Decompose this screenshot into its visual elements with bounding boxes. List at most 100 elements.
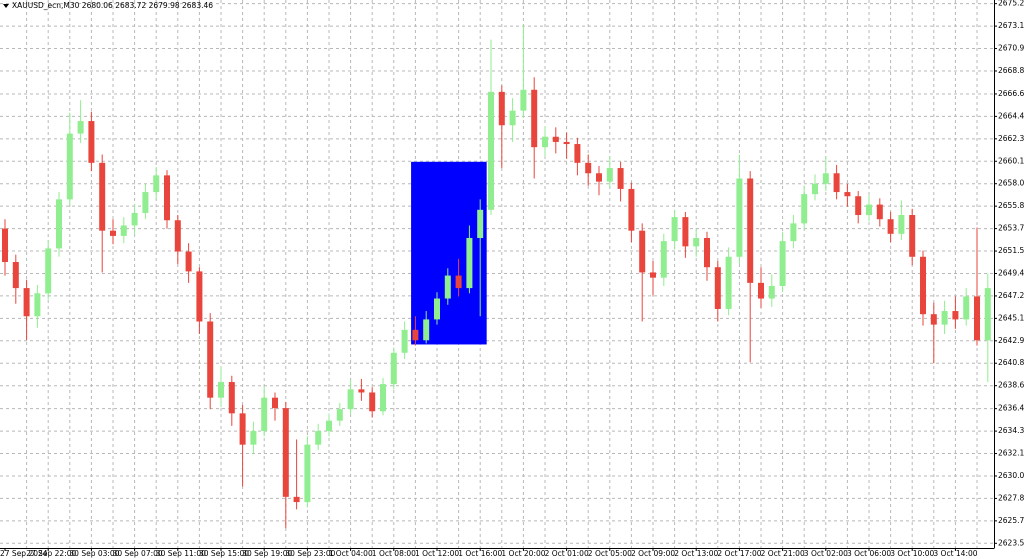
y-tick-label: 2634.30 bbox=[998, 426, 1024, 435]
x-tick-label: 27 Sep 22:00 bbox=[26, 549, 76, 558]
candle-body bbox=[714, 267, 721, 309]
y-tick-label: 2627.85 bbox=[998, 493, 1024, 502]
candle-body bbox=[660, 241, 667, 278]
candle-body bbox=[174, 220, 181, 252]
y-tick-label: 2638.65 bbox=[998, 381, 1024, 390]
y-tick-label: 2649.40 bbox=[998, 268, 1024, 277]
x-tick-label: 30 Sep 11:00 bbox=[156, 549, 206, 558]
candle-body bbox=[563, 141, 570, 145]
x-tick-label: 2 Oct 05:00 bbox=[588, 549, 632, 558]
candle-body bbox=[142, 192, 149, 213]
candle-body bbox=[574, 144, 581, 163]
x-tick-label: 3 Oct 10:00 bbox=[890, 549, 934, 558]
x-tick-label: 2 Oct 01:00 bbox=[545, 549, 589, 558]
candle-body bbox=[239, 413, 246, 445]
candle-body bbox=[336, 409, 343, 421]
candle-body bbox=[380, 384, 386, 412]
candle-body bbox=[401, 329, 408, 353]
x-tick-label: 30 Sep 23:00 bbox=[285, 549, 335, 558]
y-tick-label: 2625.70 bbox=[998, 516, 1024, 525]
candle-body bbox=[272, 397, 278, 409]
y-tick-label: 2655.85 bbox=[998, 201, 1024, 210]
candle-body bbox=[304, 444, 311, 503]
candle-body bbox=[250, 431, 257, 445]
y-tick-label: 2670.95 bbox=[998, 44, 1024, 53]
x-tick-label: 2 Oct 17:00 bbox=[717, 549, 761, 558]
y-tick-label: 2636.45 bbox=[998, 404, 1024, 413]
candle-body bbox=[725, 256, 732, 309]
candle-body bbox=[23, 288, 30, 317]
y-tick-label: 2640.80 bbox=[998, 358, 1024, 367]
candle-body bbox=[196, 271, 203, 322]
candle-body bbox=[801, 194, 808, 224]
candle-body bbox=[952, 311, 959, 320]
candle-body bbox=[920, 256, 926, 315]
candle-body bbox=[498, 91, 505, 126]
x-tick-label: 30 Sep 03:00 bbox=[69, 549, 119, 558]
candle-body bbox=[347, 389, 354, 410]
y-tick-label: 2653.70 bbox=[998, 224, 1024, 233]
candle-body bbox=[520, 89, 527, 111]
x-tick-label: 2 Oct 09:00 bbox=[631, 549, 675, 558]
candle-body bbox=[466, 237, 473, 289]
candle-body bbox=[596, 173, 602, 182]
candle-body bbox=[358, 389, 365, 393]
candle-body bbox=[218, 382, 224, 398]
y-tick-label: 2662.30 bbox=[998, 134, 1024, 143]
candle-body bbox=[909, 215, 916, 257]
candle-body bbox=[531, 89, 538, 148]
x-tick-label: 1 Oct 20:00 bbox=[501, 549, 545, 558]
candle-body bbox=[2, 228, 8, 262]
candles bbox=[2, 25, 991, 529]
candle-body bbox=[110, 230, 116, 236]
candle-body bbox=[434, 298, 440, 320]
candle-body bbox=[477, 209, 484, 238]
chart-title: XAUUSD_ecn,M30 2680.06 2683.72 2679.98 2… bbox=[12, 1, 213, 10]
x-tick-label: 1 Oct 16:00 bbox=[458, 549, 502, 558]
candle-body bbox=[984, 288, 991, 341]
candle-body bbox=[606, 168, 613, 182]
candle-body bbox=[509, 110, 516, 126]
highlight-rectangle bbox=[411, 161, 487, 345]
candle-body bbox=[542, 136, 548, 148]
candle-body bbox=[930, 314, 937, 325]
candle-body bbox=[12, 261, 19, 289]
y-tick-label: 2651.55 bbox=[998, 246, 1024, 255]
x-tick-label: 1 Oct 12:00 bbox=[415, 549, 459, 558]
candle-body bbox=[488, 91, 494, 210]
x-tick-label: 1 Oct 04:00 bbox=[329, 549, 373, 558]
candle-body bbox=[833, 173, 840, 193]
candle-body bbox=[941, 311, 948, 325]
candle-body bbox=[99, 162, 106, 231]
candle-body bbox=[56, 199, 62, 249]
grid bbox=[0, 0, 994, 548]
y-tick-label: 2632.15 bbox=[998, 449, 1024, 458]
candle-body bbox=[77, 121, 84, 134]
candle-body bbox=[671, 217, 678, 242]
y-tick-label: 2647.25 bbox=[998, 291, 1024, 300]
menu-arrow[interactable] bbox=[3, 4, 9, 8]
candle-body bbox=[790, 223, 797, 242]
candle-body bbox=[282, 408, 289, 497]
candle-body bbox=[628, 188, 635, 231]
candle-body bbox=[444, 275, 451, 299]
candle-body bbox=[120, 225, 127, 236]
candle-body bbox=[898, 215, 905, 234]
x-tick-label: 3 Oct 06:00 bbox=[847, 549, 891, 558]
candle-body bbox=[736, 178, 743, 257]
y-tick-label: 2623.55 bbox=[998, 538, 1024, 547]
candle-body bbox=[423, 319, 430, 341]
candle-body bbox=[88, 121, 95, 163]
candle-body bbox=[876, 204, 883, 220]
candle-body bbox=[153, 175, 160, 193]
candle-body bbox=[747, 178, 754, 283]
y-tick-label: 2660.15 bbox=[998, 156, 1024, 165]
candle-body bbox=[228, 382, 235, 414]
candle-body bbox=[887, 219, 894, 234]
candle-body bbox=[758, 282, 764, 299]
x-tick-label: 2 Oct 21:00 bbox=[761, 549, 805, 558]
candle-body bbox=[315, 431, 322, 445]
candle-body bbox=[131, 212, 138, 226]
